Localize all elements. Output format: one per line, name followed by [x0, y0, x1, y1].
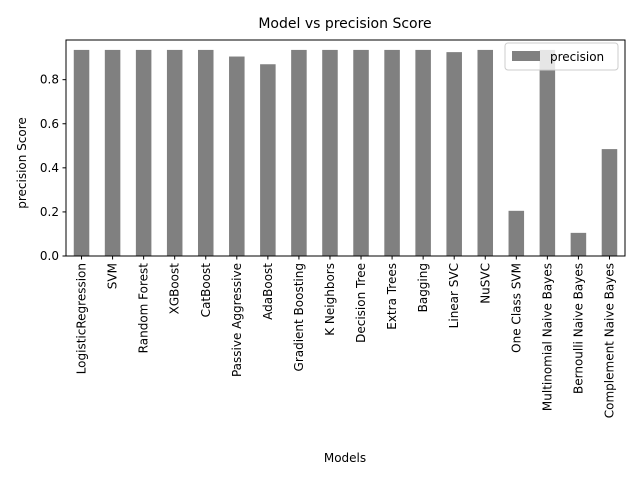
x-tick-label: NuSVC	[478, 263, 492, 304]
bar	[601, 149, 618, 256]
bar	[104, 49, 121, 256]
x-tick-label: XGBoost	[168, 263, 182, 315]
bar	[508, 210, 525, 256]
x-tick-label: AdaBoost	[261, 263, 275, 320]
bar	[135, 49, 152, 256]
x-tick-label: Decision Tree	[354, 263, 368, 343]
legend-swatch	[512, 51, 540, 61]
x-axis-ticks: LogisticRegression SVM Random Forest XGBoos…	[75, 256, 616, 418]
x-tick-label: Bagging	[416, 263, 430, 312]
bar	[322, 49, 338, 256]
bar	[229, 56, 245, 257]
x-tick-label: LogisticRegression	[75, 263, 89, 374]
bar	[539, 49, 556, 256]
x-axis-title: Models	[324, 451, 366, 465]
bar	[260, 64, 276, 256]
legend: precision	[504, 42, 619, 71]
x-tick-label: One Class SVM	[509, 263, 523, 353]
x-tick-label: Gradient Boosting	[292, 263, 306, 371]
x-tick-label: Passive Aggressive	[230, 263, 244, 377]
y-axis-title: precision Score	[15, 117, 29, 209]
x-tick-label: Bernoulli Naive Bayes	[571, 263, 585, 394]
x-tick-label: CatBoost	[199, 263, 213, 318]
y-axis-ticks: 0.0 0.2 0.4 0.6 0.8	[40, 73, 66, 263]
y-tick-label: 0.2	[40, 205, 59, 219]
bar	[570, 232, 587, 256]
bars-group	[73, 49, 618, 257]
chart-title: Model vs precision Score	[258, 16, 431, 32]
y-tick-label: 0.4	[40, 161, 59, 175]
legend-box	[504, 42, 619, 71]
y-tick-label: 0.6	[40, 117, 59, 131]
x-tick-label: Multinomial Naive Bayes	[540, 263, 554, 411]
x-tick-label: Linear SVC	[447, 263, 461, 328]
bar	[73, 49, 90, 256]
x-tick-label: Extra Trees	[385, 263, 399, 330]
plot-frame	[65, 39, 626, 257]
bar	[446, 52, 462, 256]
bar	[384, 49, 400, 256]
legend-label: precision	[550, 50, 604, 64]
bar	[197, 49, 214, 256]
x-tick-label: Complement Naive Bayes	[602, 263, 616, 418]
y-tick-label: 0.8	[40, 73, 59, 87]
bar	[291, 49, 307, 256]
y-tick-label: 0.0	[40, 249, 59, 263]
bar	[415, 49, 431, 256]
bar	[353, 49, 369, 256]
x-tick-label: SVM	[106, 263, 120, 289]
x-tick-label: K Neighbors	[323, 263, 337, 336]
x-tick-label: Random Forest	[137, 263, 151, 354]
bar	[477, 49, 494, 256]
bar	[166, 49, 183, 256]
